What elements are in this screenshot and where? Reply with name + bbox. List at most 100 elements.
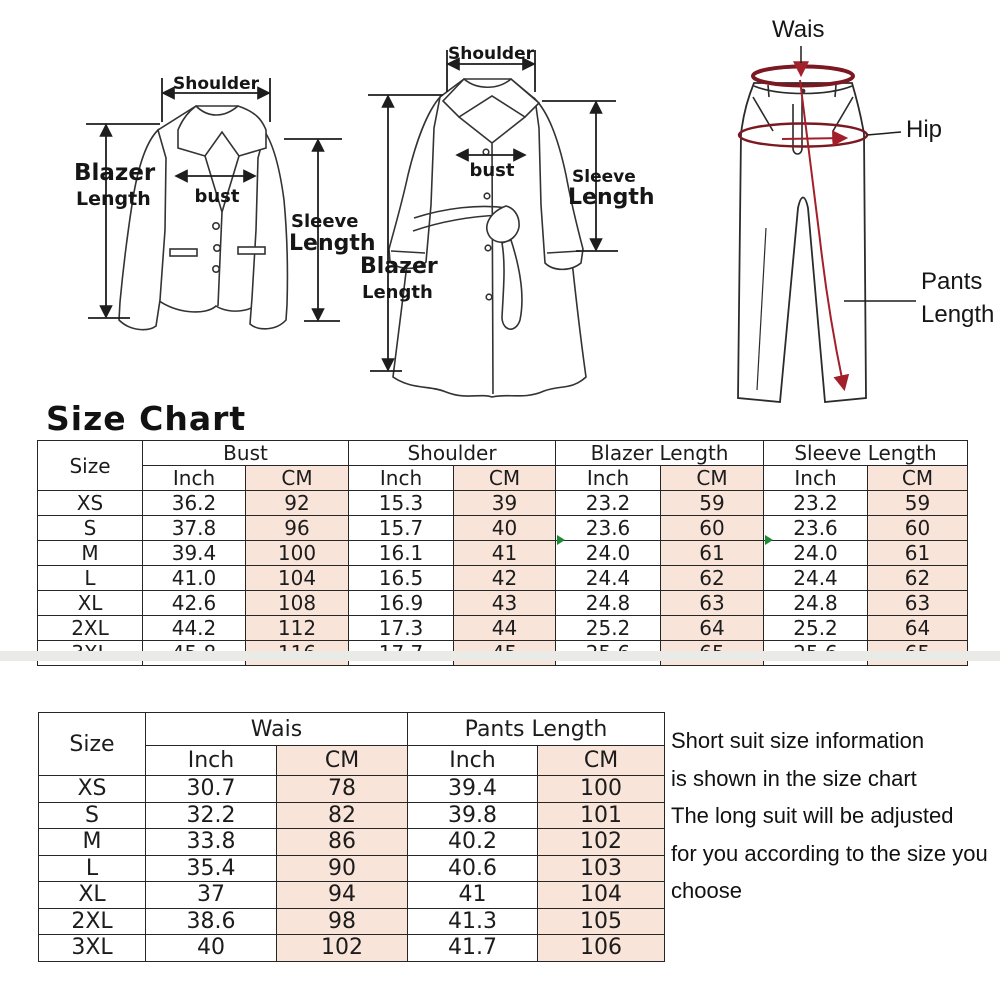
cm-value-cell: 104 — [244, 565, 350, 591]
inch-value-cell: 44.2 — [142, 615, 246, 641]
coat-shoulder-label: Shoulder — [447, 44, 535, 64]
inch-value-cell: 39.4 — [142, 540, 246, 566]
cm-value-cell: 40 — [453, 515, 557, 541]
size-label-cell: 2XL — [38, 907, 146, 935]
inch-value-cell: 35.4 — [145, 854, 277, 882]
size-label-cell: 3XL — [38, 934, 146, 962]
waist-group-header: Wais — [145, 712, 408, 746]
size-note: Short suit size information is shown in … — [671, 722, 997, 910]
size-row-2XL: 2XL 44.2 112 17.3 44 25.2 64 25.2 64 — [37, 615, 969, 641]
size-row-L: L 41.0 104 16.5 42 24.4 62 24.4 62 — [37, 565, 969, 591]
size-column-header: Size — [38, 712, 146, 776]
coat-right-sleeve — [533, 96, 584, 271]
suit-size-table: Size Bust Shoulder Blazer Length Sleeve … — [37, 440, 969, 666]
blazer-length-group-header: Blazer Length — [555, 440, 765, 466]
cm-value-cell: 63 — [867, 590, 969, 616]
coat-bust-label: bust — [469, 160, 515, 181]
inch-value-cell: 38.6 — [145, 907, 277, 935]
inch-value-cell: 24.0 — [555, 540, 662, 566]
blazer-button — [213, 244, 222, 253]
cm-value-cell: 105 — [536, 907, 666, 935]
coat-left-sleeve — [388, 94, 442, 270]
shoulder-group-header: Shoulder — [348, 440, 557, 466]
size-row-XS: XS 30.7 78 39.4 100 — [38, 775, 666, 803]
cm-value-cell: 59 — [867, 490, 969, 516]
unit-header-cm: CM — [244, 465, 350, 491]
inch-value-cell: 23.2 — [763, 490, 869, 516]
inch-value-cell: 40 — [145, 934, 277, 962]
size-row-XS: XS 36.2 92 15.3 39 23.2 59 23.2 59 — [37, 490, 969, 516]
size-label-cell: M — [37, 540, 143, 566]
page-title: Size Chart — [46, 399, 247, 438]
pants-hip-label: Hip — [906, 116, 943, 143]
inch-value-cell: 25.2 — [763, 615, 869, 641]
inch-value-cell: 15.3 — [348, 490, 455, 516]
size-label-cell: S — [38, 801, 146, 829]
cm-value-cell: 62 — [660, 565, 765, 591]
coat-collar — [441, 77, 541, 119]
size-row-XL: XL 37 94 41 104 — [38, 881, 666, 909]
unit-header-cm: CM — [536, 745, 666, 776]
pants-length-label-2: Length — [921, 301, 995, 328]
inch-value-cell: 24.0 — [763, 540, 869, 566]
size-label-cell: 2XL — [37, 615, 143, 641]
cm-value-cell: 62 — [867, 565, 969, 591]
inch-value-cell: 41.7 — [407, 934, 538, 962]
cm-value-cell: 60 — [660, 515, 765, 541]
pants-length-group-header: Pants Length — [406, 712, 666, 746]
coat-button — [485, 293, 493, 301]
inch-value-cell: 16.5 — [348, 565, 455, 591]
bust-group-header: Bust — [141, 440, 350, 466]
blazer-length-label-1: Blazer — [74, 160, 156, 186]
size-label-cell: L — [37, 565, 143, 591]
size-label-cell: S — [37, 515, 143, 541]
coat-sleeve-label-2: Length — [568, 185, 655, 210]
section-divider — [0, 651, 1000, 661]
cm-value-cell: 98 — [276, 907, 408, 935]
cm-value-cell: 39 — [453, 490, 557, 516]
coat-belt — [412, 205, 523, 330]
cm-value-cell: 61 — [660, 540, 765, 566]
inch-value-cell: 41 — [407, 881, 538, 909]
inch-value-cell: 23.2 — [555, 490, 662, 516]
pants-size-table: Size Wais Pants Length Inch CM Inch CM X… — [38, 712, 666, 962]
inch-value-cell: 39.8 — [407, 801, 538, 829]
inch-value-cell: 32.2 — [145, 801, 277, 829]
size-label-cell: XS — [37, 490, 143, 516]
unit-header-cm: CM — [660, 465, 765, 491]
unit-header-inch: Inch — [555, 465, 662, 491]
note-line: The long suit will be adjusted — [671, 803, 954, 828]
inch-value-cell: 23.6 — [763, 515, 869, 541]
inch-value-cell: 36.2 — [142, 490, 246, 516]
blazer-diagram — [86, 78, 342, 331]
size-label-cell: L — [38, 854, 146, 882]
blazer-pocket — [169, 248, 198, 257]
size-row-M: M 33.8 86 40.2 102 — [38, 828, 666, 856]
inch-value-cell: 16.9 — [348, 590, 455, 616]
size-row-M: M 39.4 100 16.1 41 24.0 61 24.0 61 — [37, 540, 969, 566]
inch-value-cell: 37 — [145, 881, 277, 909]
cm-value-cell: 42 — [453, 565, 557, 591]
note-line: for you according to the size you — [671, 840, 988, 866]
hip-measure-arrow — [781, 130, 849, 147]
inch-value-cell: 17.3 — [348, 615, 455, 641]
blazer-left-sleeve — [118, 128, 167, 331]
cm-value-cell: 64 — [660, 615, 765, 641]
size-row-S: S 37.8 96 15.7 40 23.6 60 23.6 60 — [37, 515, 969, 541]
cm-value-cell: 63 — [660, 590, 765, 616]
cm-value-cell: 106 — [536, 934, 666, 962]
inch-value-cell: 40.6 — [407, 854, 538, 882]
comment-flag-icon — [557, 535, 565, 545]
inch-value-cell: 37.8 — [142, 515, 246, 541]
note-line: choose — [671, 878, 742, 903]
size-row-3XL: 3XL 40 102 41.7 106 — [38, 934, 666, 962]
blazer-length-label-2: Length — [76, 188, 151, 210]
cm-value-cell: 60 — [867, 515, 969, 541]
inch-value-cell: 25.2 — [555, 615, 662, 641]
note-line: Short suit size information — [671, 728, 925, 753]
cm-value-cell: 90 — [276, 854, 408, 882]
pants-diagram — [737, 46, 916, 403]
blazer-measure-lines — [86, 78, 342, 322]
inch-value-cell: 40.2 — [407, 828, 538, 856]
unit-header-inch: Inch — [407, 745, 538, 776]
